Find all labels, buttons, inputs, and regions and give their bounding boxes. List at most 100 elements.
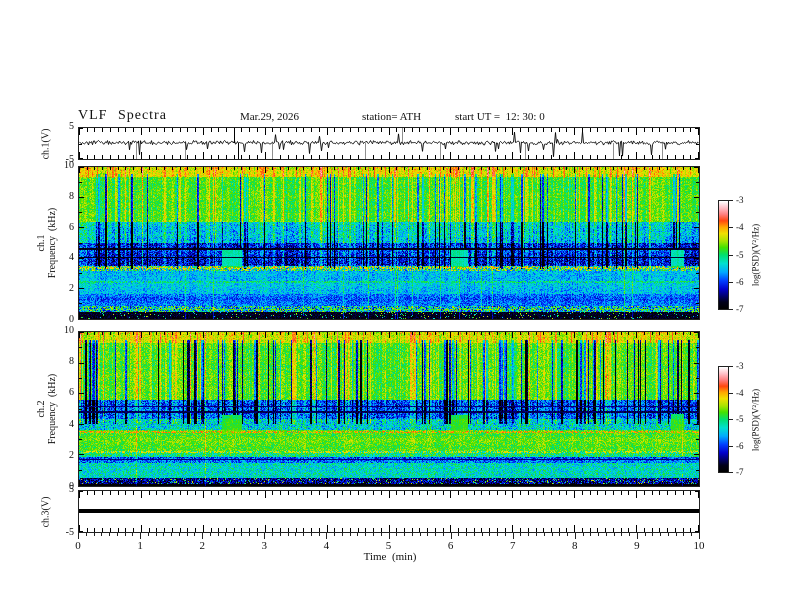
x-axis-tick	[225, 533, 227, 536]
x-axis-tick	[644, 533, 646, 536]
x-axis-tick	[349, 533, 351, 536]
x-axis-tick	[559, 533, 561, 536]
x-axis-tick	[241, 533, 242, 536]
x-axis-tick	[303, 533, 305, 536]
colorbar-tick	[729, 419, 733, 420]
x-axis-tick	[427, 533, 429, 536]
x-axis-tick	[171, 533, 173, 536]
x-axis-tick	[667, 533, 669, 536]
x-axis-tick	[458, 533, 460, 536]
colorbar-tick	[729, 366, 733, 367]
colorbar-tick-label: -6	[736, 276, 744, 287]
date-label: Mar.29, 2026	[240, 111, 299, 123]
colorbar-tick-label: -5	[736, 414, 744, 424]
x-axis-tick	[574, 533, 576, 539]
y-tick-label: 6	[69, 387, 74, 399]
x-axis-tick	[310, 533, 312, 536]
y-tick-label: 4	[69, 252, 74, 264]
x-axis-tick	[691, 533, 693, 536]
x-axis-tick	[466, 533, 468, 536]
x-axis-tick	[357, 533, 359, 536]
x-axis-tick	[194, 533, 196, 536]
y-tick-label: 0	[69, 314, 74, 325]
x-axis-tick	[435, 533, 437, 536]
colorbar-tick-label: -6	[736, 440, 744, 451]
station-label: station= ATH	[362, 111, 422, 123]
x-axis-tick	[419, 533, 421, 536]
y-tick-label: -5	[65, 527, 74, 538]
colorbar-tick-label: -5	[736, 249, 744, 260]
x-axis-tick	[636, 533, 638, 539]
x-tick-label: 8	[572, 540, 578, 552]
y-tick-label: 8	[69, 190, 74, 202]
x-axis-tick	[264, 533, 266, 539]
x-axis-tick	[481, 533, 483, 536]
y-tick-label: 2	[69, 449, 74, 461]
x-axis-tick	[590, 533, 592, 536]
colorbar-tick	[729, 200, 733, 201]
x-axis-tick	[178, 533, 180, 536]
x-tick-label: 7	[509, 540, 516, 552]
start-ut-label: start UT = 12: 30: 0	[455, 111, 545, 123]
ch1-spectrogram-panel	[78, 166, 700, 320]
x-axis-tick	[512, 533, 514, 539]
ch3-voltage-axis-label: ch.3(V)	[40, 496, 52, 527]
x-axis-tick	[318, 533, 320, 536]
y-tick-label: 2	[69, 283, 74, 295]
x-axis-tick	[520, 533, 522, 536]
x-axis-tick	[365, 533, 367, 536]
colorbar-tick-label: -3	[736, 361, 744, 371]
x-axis-tick	[124, 533, 126, 536]
y-tick-label: 0	[69, 481, 74, 492]
y-tick-label: 4	[69, 418, 74, 430]
x-axis-tick	[186, 533, 188, 536]
colorbar-ch2	[718, 366, 729, 473]
ch2-frequency-axis-label: ch.2 Frequency (kHz)	[36, 373, 58, 445]
x-axis-tick	[163, 533, 165, 536]
x-axis-tick	[217, 533, 219, 536]
x-axis-tick	[699, 533, 700, 539]
x-tick-label: 5	[385, 540, 392, 552]
y-tick-label: 5	[69, 484, 74, 495]
x-axis-tick	[326, 533, 328, 539]
y-tick-label: 8	[69, 356, 74, 368]
x-axis-tick	[683, 533, 685, 536]
x-axis-tick	[147, 533, 149, 536]
x-tick-label: 6	[447, 540, 454, 552]
colorbar-tick	[729, 472, 733, 473]
x-axis-tick	[341, 533, 343, 536]
x-axis-tick	[109, 533, 111, 536]
x-axis-tick	[582, 533, 584, 536]
x-axis-tick	[660, 533, 662, 536]
x-tick-label: 2	[199, 540, 205, 552]
colorbar-tick-label: -3	[736, 195, 744, 205]
ch3-waveform-canvas	[79, 491, 699, 532]
colorbar-tick	[729, 227, 733, 229]
ch1-frequency-axis-label: ch.1 Frequency (kHz)	[36, 207, 58, 279]
colorbar-unit-label: log(PSD)(V²/Hz)	[750, 223, 761, 287]
x-axis-tick	[256, 533, 258, 536]
ch1-waveform-canvas	[79, 128, 699, 159]
x-axis-tick	[93, 533, 95, 536]
x-axis-tick	[140, 533, 142, 539]
y-tick-label: 6	[69, 221, 74, 233]
x-axis-tick	[504, 533, 506, 536]
y-tick-label: -5	[65, 154, 74, 165]
colorbar-tick	[729, 281, 733, 283]
x-tick-label: 0	[75, 540, 81, 552]
colorbar-tick-label: -7	[736, 304, 744, 314]
y-tick-label: 5	[69, 121, 74, 132]
x-axis-tick	[279, 533, 281, 536]
x-axis-tick	[489, 533, 491, 536]
x-axis-tick	[116, 533, 118, 536]
x-axis-tick	[473, 533, 475, 536]
ch1-spectrogram-canvas	[79, 167, 699, 319]
colorbar-tick	[729, 309, 733, 310]
x-axis-tick	[155, 533, 157, 536]
x-axis-tick	[442, 533, 444, 536]
x-axis-tick	[404, 533, 406, 536]
y-tick-label: 10	[64, 160, 74, 171]
ch3-waveform-panel	[78, 490, 700, 533]
x-tick-label: 3	[261, 540, 268, 552]
